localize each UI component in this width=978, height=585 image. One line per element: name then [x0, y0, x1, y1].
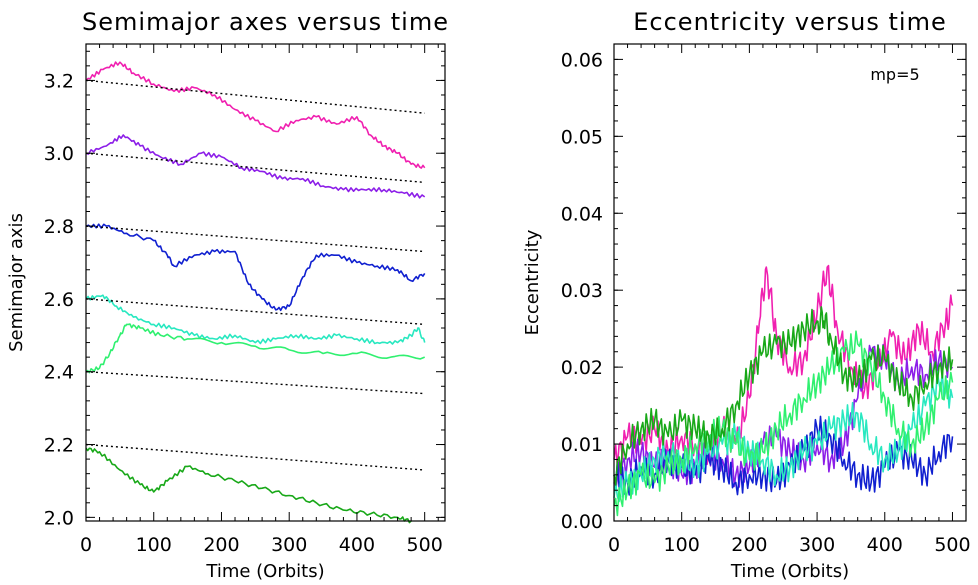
mass-annotation: mp=5 — [870, 65, 919, 84]
y-tick-label: 0.02 — [561, 357, 603, 379]
series-line-magenta — [85, 61, 426, 169]
y-axis-label: Semimajor axis — [6, 213, 27, 352]
y-tick-label: 0.05 — [561, 126, 603, 148]
x-axis-label: Time (Orbits) — [730, 561, 849, 582]
y-axis-label: Eccentricity — [522, 229, 543, 335]
y-tick-label: 2.2 — [44, 435, 74, 457]
x-tick-label: 400 — [339, 534, 375, 556]
x-tick-label: 300 — [271, 534, 307, 556]
series-line-magenta — [613, 264, 954, 469]
series-line-green — [85, 447, 412, 524]
series-line-reference_line — [85, 225, 425, 253]
series-line-green — [613, 306, 954, 486]
series-line-lightgreen — [85, 323, 426, 374]
y-tick-label: 2.4 — [44, 362, 74, 384]
x-tick-label: 400 — [867, 534, 903, 556]
y-tick-label: 0.01 — [561, 434, 603, 456]
y-tick-label: 3.0 — [44, 143, 74, 165]
x-tick-label: 200 — [731, 534, 767, 556]
x-tick-label: 100 — [136, 534, 172, 556]
series-line-reference_line — [85, 152, 425, 184]
plot-frame — [85, 43, 446, 522]
series-line-lightgreen — [613, 330, 954, 517]
eccentricity-panel: 0 100 200 300 400 500 0.00 0.01 0.02 0.03 0.04 0.05… — [522, 8, 971, 582]
x-tick-label: 200 — [203, 534, 239, 556]
y-tick-label: 0.03 — [561, 280, 603, 302]
series-line-reference_line — [85, 443, 425, 471]
series-line-purple — [85, 134, 426, 199]
y-tick-label: 0.06 — [561, 49, 603, 71]
y-tick-label: 3.2 — [44, 70, 74, 92]
series-line-reference_line — [85, 79, 425, 114]
y-tick-label: 2.8 — [44, 216, 74, 238]
x-tick-label: 300 — [799, 534, 835, 556]
semimajor-axes-panel: 0 100 200 300 400 500 2.0 2.2 2.4 2.6 2.8 3.0 3.2 Sem… — [6, 8, 449, 582]
x-tick-label: 0 — [608, 534, 620, 556]
y-tick-label: 0.04 — [561, 203, 603, 225]
x-tick-label: 0 — [80, 534, 92, 556]
chart-title: Semimajor axes versus time — [82, 8, 449, 36]
y-tick-label: 2.6 — [44, 289, 74, 311]
y-tick-label: 2.0 — [44, 507, 74, 529]
series-line-blue — [85, 223, 426, 312]
x-tick-label: 100 — [664, 534, 700, 556]
chart-title: Eccentricity versus time — [633, 8, 947, 36]
x-axis-label: Time (Orbits) — [205, 561, 324, 582]
series-line-reference_line — [85, 298, 425, 326]
x-tick-label: 500 — [934, 534, 970, 556]
x-tick-label: 500 — [407, 534, 443, 556]
series-line-reference_line — [85, 371, 425, 395]
y-tick-label: 0.00 — [561, 511, 603, 533]
series-line-teal — [85, 294, 426, 345]
